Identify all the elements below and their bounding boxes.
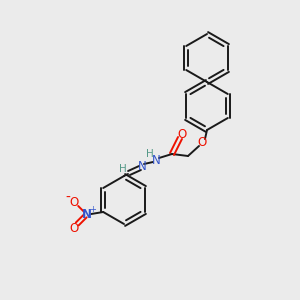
Text: H: H — [119, 164, 127, 174]
Text: O: O — [70, 221, 79, 235]
Text: N: N — [152, 154, 160, 166]
Text: O: O — [177, 128, 187, 142]
Text: O: O — [70, 196, 79, 209]
Text: +: + — [89, 206, 96, 214]
Text: -: - — [66, 191, 71, 205]
Text: O: O — [197, 136, 207, 149]
Text: H: H — [146, 149, 154, 159]
Text: N: N — [138, 160, 146, 172]
Text: N: N — [82, 208, 92, 220]
